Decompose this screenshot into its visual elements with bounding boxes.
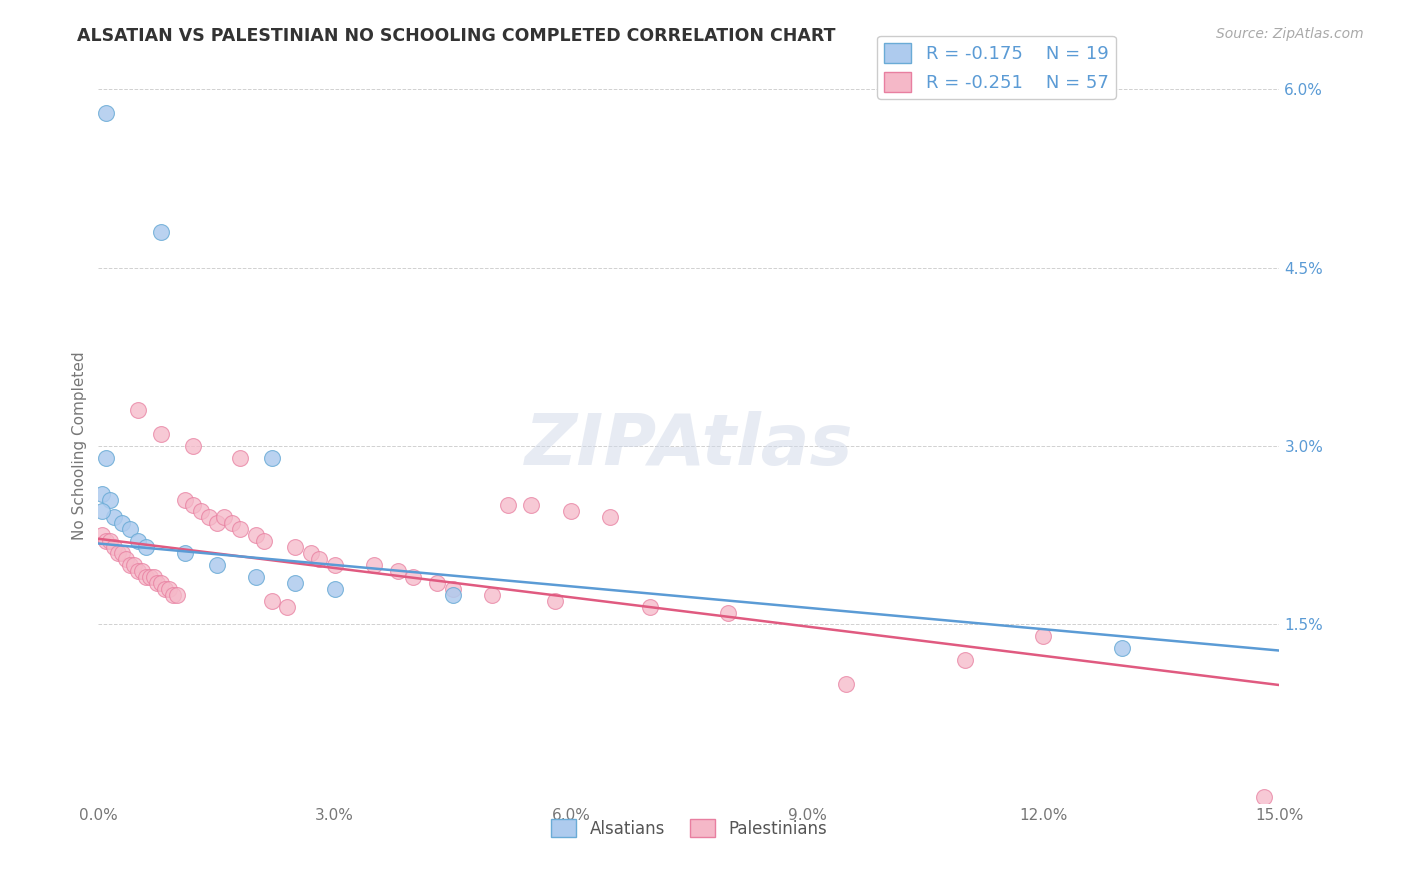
Point [146,575,169,590]
Point [122,558,145,572]
Point [174,492,197,507]
Point [111,546,134,560]
Point [1253,789,1275,804]
Point [953,653,976,667]
Point [91,486,114,500]
Point [638,599,661,614]
Point [544,593,567,607]
Point [1032,629,1054,643]
Point [166,588,188,602]
Point [1111,641,1133,656]
Point [96,534,118,549]
Point [190,504,212,518]
Point [103,510,125,524]
Text: ZIPAtlas: ZIPAtlas [524,411,853,481]
Point [98,492,121,507]
Point [260,450,283,465]
Point [308,552,330,566]
Point [96,106,118,120]
Point [260,593,283,607]
Point [174,546,197,560]
Point [142,570,165,584]
Point [91,528,114,542]
Legend: Alsatians, Palestinians: Alsatians, Palestinians [544,813,834,845]
Point [157,582,180,596]
Point [131,564,153,578]
Point [276,599,298,614]
Point [520,499,543,513]
Point [441,588,464,602]
Point [229,450,252,465]
Point [560,504,582,518]
Y-axis label: No Schooling Completed: No Schooling Completed [72,351,87,541]
Point [135,570,157,584]
Point [214,510,236,524]
Point [205,516,228,531]
Point [197,510,219,524]
Point [162,588,184,602]
Point [221,516,243,531]
Point [96,450,118,465]
Point [481,588,503,602]
Point [284,575,307,590]
Point [426,575,449,590]
Point [717,606,740,620]
Point [253,534,276,549]
Point [299,546,322,560]
Point [181,439,204,453]
Point [323,582,346,596]
Point [127,564,149,578]
Point [115,552,138,566]
Point [135,540,157,554]
Point [205,558,228,572]
Point [107,546,129,560]
Point [323,558,346,572]
Point [98,534,121,549]
Point [118,558,141,572]
Point [138,570,160,584]
Point [150,427,173,442]
Point [387,564,409,578]
Point [284,540,307,554]
Point [245,528,267,542]
Point [103,540,125,554]
Point [91,504,114,518]
Text: ALSATIAN VS PALESTINIAN NO SCHOOLING COMPLETED CORRELATION CHART: ALSATIAN VS PALESTINIAN NO SCHOOLING COM… [77,27,835,45]
Point [402,570,425,584]
Point [155,582,177,596]
Point [229,522,252,536]
Point [150,575,173,590]
Point [150,225,173,239]
Point [245,570,267,584]
Point [127,403,149,417]
Point [441,582,464,596]
Point [127,534,149,549]
Point [496,499,519,513]
Point [111,516,134,531]
Point [599,510,621,524]
Point [835,677,858,691]
Point [181,499,204,513]
Text: Source: ZipAtlas.com: Source: ZipAtlas.com [1216,27,1364,41]
Point [363,558,385,572]
Point [118,522,141,536]
